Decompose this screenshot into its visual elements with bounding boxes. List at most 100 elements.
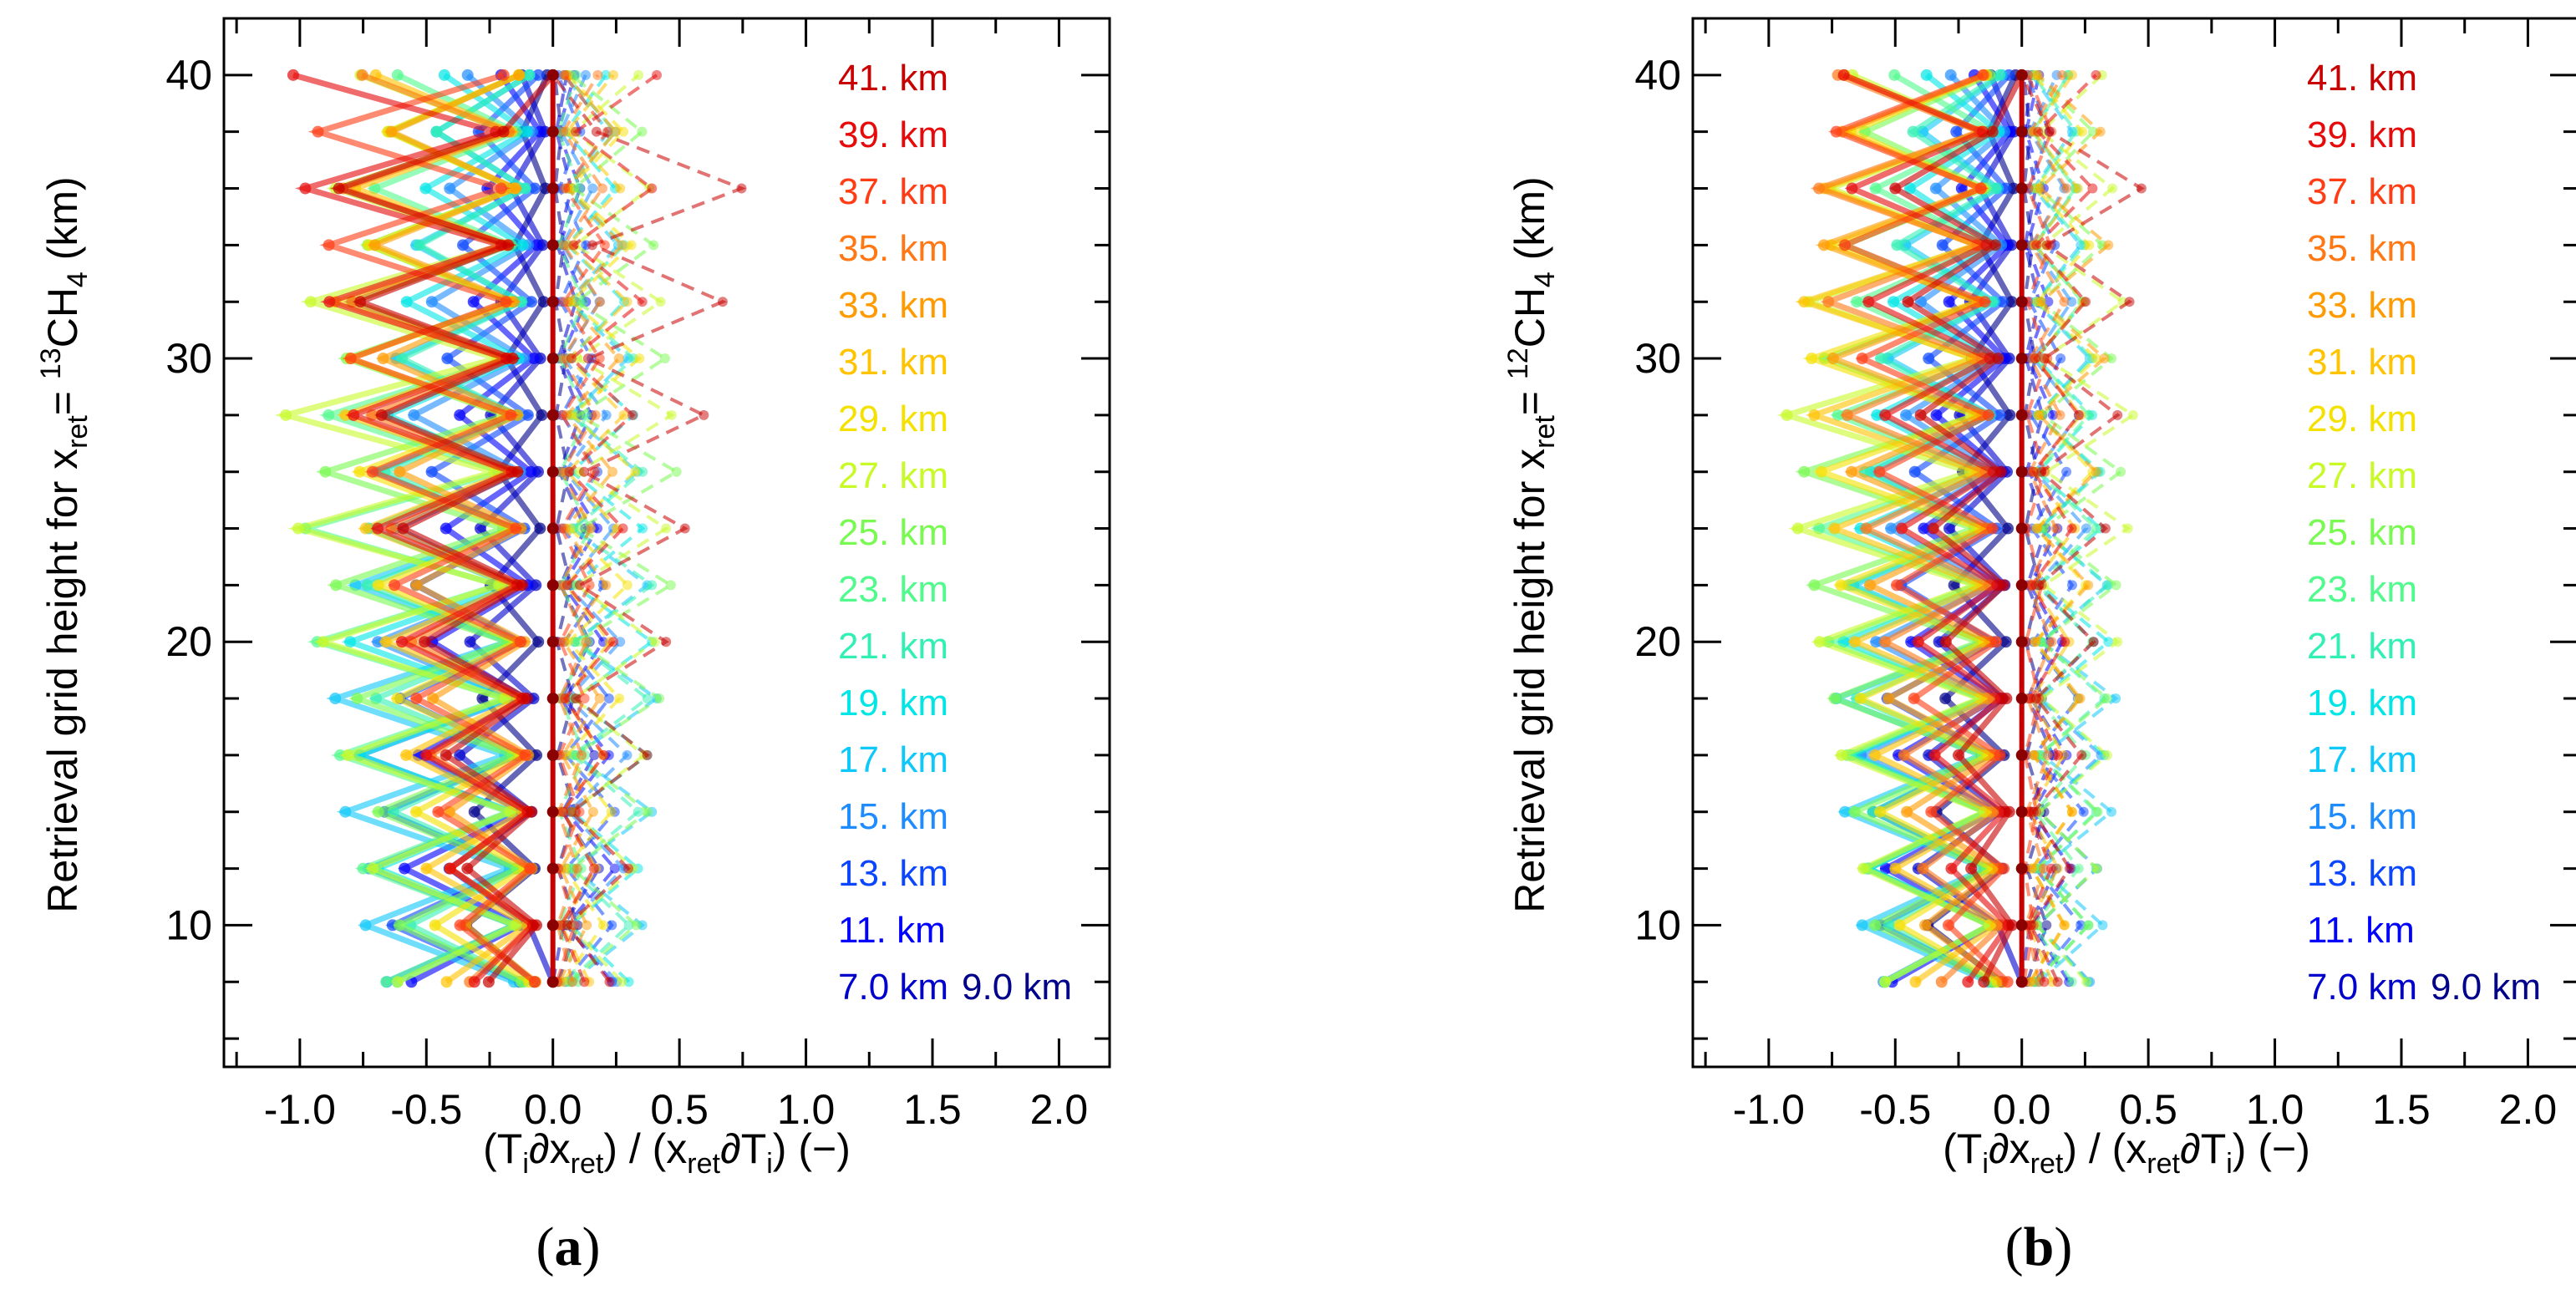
series-point	[1832, 409, 1844, 421]
series-point	[1874, 805, 1887, 818]
series-point	[601, 69, 612, 80]
series-point	[531, 749, 543, 761]
series-point	[2028, 806, 2039, 817]
series-point	[1839, 805, 1852, 818]
y-tick-label: 30	[1634, 335, 1681, 382]
series-point	[2081, 523, 2091, 534]
ylabel-part: (km)	[39, 176, 86, 272]
series-point	[580, 69, 591, 80]
series-point	[1979, 296, 1991, 308]
series-point	[648, 240, 659, 251]
series-point	[441, 353, 454, 365]
series-point	[2031, 240, 2042, 251]
series-point	[1977, 69, 1989, 81]
series-point	[513, 69, 526, 81]
series-line-dashed	[568, 74, 680, 983]
series-point	[2072, 183, 2083, 194]
series-point	[603, 693, 614, 704]
series-point	[617, 523, 628, 534]
series-point	[359, 919, 372, 932]
series-point	[2030, 353, 2040, 364]
series-point	[2061, 466, 2072, 477]
series-point	[2038, 863, 2049, 874]
series-point	[1917, 862, 1929, 875]
xlabel-sub: ret	[2147, 1148, 2180, 1180]
series-point	[464, 636, 476, 648]
series-point	[1935, 976, 1948, 988]
series-point	[2076, 749, 2087, 760]
series-point	[560, 693, 571, 704]
series-point	[1806, 353, 1818, 365]
series-point	[2035, 183, 2045, 194]
series-point	[617, 240, 627, 251]
series-point	[439, 749, 452, 761]
series-point	[647, 183, 658, 194]
plot-frame-b	[1691, 17, 2576, 1069]
series-point	[2106, 353, 2117, 364]
series-point	[1900, 409, 1913, 421]
series-point	[582, 353, 593, 364]
series-point	[2081, 297, 2091, 307]
series-point	[604, 977, 615, 988]
x-tick-label: -0.5	[390, 1086, 462, 1133]
series-point	[2057, 69, 2068, 80]
series-point	[577, 749, 587, 760]
series-line-dashed	[559, 74, 630, 983]
series-point	[323, 239, 335, 251]
ylabel-part: CH	[39, 287, 86, 348]
series-point	[400, 296, 413, 308]
series-point	[1857, 862, 1870, 875]
series-point	[2075, 693, 2086, 704]
series-point	[510, 182, 522, 195]
panel-label-b: (b)	[1955, 1216, 2122, 1279]
x-tick-label: 0.0	[524, 1086, 582, 1133]
series-point	[1943, 296, 1955, 308]
series-point	[654, 693, 665, 704]
series-point	[560, 183, 571, 194]
series-point	[444, 862, 456, 875]
series-point	[2041, 920, 2052, 931]
series-point	[2081, 977, 2092, 988]
series-point	[1827, 353, 1839, 365]
series-point	[1791, 522, 1804, 535]
series-point	[425, 465, 438, 478]
series-point	[397, 522, 409, 535]
series-point	[351, 693, 363, 705]
series-point	[500, 296, 512, 308]
series-point	[2111, 693, 2121, 704]
series-point	[534, 522, 546, 535]
zero-point	[2015, 182, 2028, 195]
series-point	[2103, 240, 2114, 251]
legend-entry: 37. km	[2307, 171, 2417, 212]
series-point	[617, 977, 627, 988]
ylabel-part: CH	[1506, 287, 1553, 348]
series-point	[1813, 636, 1826, 648]
series-point	[400, 749, 413, 761]
series-point	[1848, 636, 1861, 648]
series-point	[1909, 976, 1922, 988]
series-point	[1856, 353, 1868, 365]
series-point	[1798, 465, 1811, 478]
series-point	[1781, 409, 1793, 421]
zero-point	[2015, 693, 2028, 705]
series-point	[557, 409, 568, 420]
series-point	[510, 522, 522, 535]
series-point	[574, 580, 585, 591]
chart-panel-b: -1.0 -0.5 0.0 0.5 1.0 1.5 2.0 10 20 30 40 41. km 39…	[1502, 17, 2576, 1180]
series-point	[2034, 580, 2045, 591]
series-point	[615, 183, 626, 194]
ylabel-sup: 13	[35, 348, 67, 379]
series-point	[2066, 297, 2077, 307]
zero-point	[546, 579, 559, 592]
x-axis-label-b: (Ti∂xret) / (xret∂Ti) (−)	[1943, 1125, 2310, 1180]
series-point	[368, 239, 381, 251]
series-point	[439, 522, 452, 535]
legend-entry: 17. km	[838, 739, 948, 780]
series-point	[2052, 977, 2063, 988]
series-point	[556, 523, 567, 534]
y-tick-label: 40	[165, 52, 212, 99]
series-point	[637, 126, 648, 137]
zero-point	[2015, 522, 2028, 535]
series-point	[572, 637, 583, 647]
series-point	[1879, 636, 1892, 648]
